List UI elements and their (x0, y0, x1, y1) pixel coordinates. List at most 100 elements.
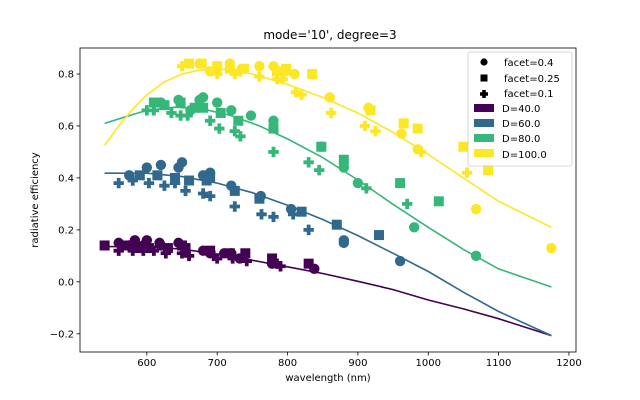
data-point (254, 60, 265, 72)
data-point (396, 128, 407, 139)
data-point (169, 177, 181, 189)
data-point (148, 97, 159, 108)
data-point (281, 63, 292, 74)
data-point (176, 157, 188, 168)
data-point (205, 172, 216, 183)
chart-title: mode='10', degree=3 (263, 28, 396, 42)
data-point (352, 177, 364, 189)
data-point (180, 185, 191, 197)
data-point (433, 196, 444, 207)
data-point (227, 253, 238, 264)
data-point (138, 245, 149, 256)
legend-square-marker (480, 74, 488, 82)
data-point (224, 248, 235, 259)
data-point (229, 185, 240, 196)
legend-circle-marker (480, 58, 488, 66)
data-point (483, 165, 494, 176)
data-point (401, 198, 413, 210)
data-point (365, 105, 376, 116)
legend-swatch (474, 134, 494, 142)
data-point (303, 224, 314, 236)
fit-line (104, 172, 552, 337)
data-point (325, 107, 337, 119)
data-point (208, 250, 219, 262)
legend-label: D=100.0 (502, 150, 547, 161)
data-point (408, 222, 420, 233)
x-tick-label: 800 (278, 358, 297, 369)
data-point (338, 237, 350, 249)
y-tick-label: 0.0 (58, 277, 74, 288)
data-point (338, 154, 349, 165)
data-point (197, 92, 209, 103)
data-point (155, 159, 167, 171)
data-points (99, 58, 557, 275)
data-point (127, 245, 138, 256)
data-point (271, 66, 282, 77)
data-point (458, 141, 469, 152)
data-point (127, 175, 138, 186)
data-point (119, 240, 130, 251)
x-tick-label: 700 (208, 358, 227, 369)
data-point (416, 146, 427, 158)
data-point (143, 243, 154, 254)
data-point (176, 60, 188, 72)
data-point (235, 131, 246, 142)
data-point (296, 89, 307, 100)
legend-label: facet=0.1 (504, 89, 554, 100)
x-tick-label: 1000 (416, 358, 441, 369)
data-point (316, 141, 327, 152)
data-point (148, 105, 160, 116)
data-point (212, 61, 223, 72)
data-point (395, 178, 406, 189)
data-point (359, 120, 371, 132)
data-point (183, 250, 195, 262)
legend-plus-marker (480, 90, 489, 98)
data-point (394, 255, 406, 267)
x-tick-label: 1100 (486, 358, 511, 369)
data-point (133, 243, 144, 254)
data-point (296, 206, 307, 217)
data-point (198, 102, 209, 113)
data-point (546, 242, 557, 254)
data-point (470, 250, 482, 262)
data-point (268, 123, 279, 134)
data-point (331, 219, 342, 230)
data-point (229, 125, 240, 137)
legend-label: D=40.0 (502, 104, 540, 115)
data-point (307, 68, 318, 79)
data-point (398, 118, 409, 129)
legend-label: D=60.0 (502, 119, 540, 130)
data-point (159, 180, 170, 191)
data-point (129, 235, 141, 246)
data-point (268, 115, 279, 126)
plot-frame (79, 47, 577, 353)
data-point (275, 261, 286, 272)
data-point (204, 190, 216, 202)
legend-swatch (474, 149, 494, 157)
y-tick-label: 0.2 (58, 225, 74, 236)
data-point (287, 209, 299, 220)
data-point (113, 177, 124, 189)
data-point (166, 107, 177, 119)
data-point (134, 170, 145, 181)
legend-label: D=80.0 (502, 134, 540, 145)
y-axis-label: radiative efficiency (30, 152, 41, 248)
legend: facet=0.4 facet=0.25 facet=0.1 D=40.0 D=… (467, 51, 573, 167)
fit-line (104, 245, 552, 337)
data-point (152, 170, 163, 181)
legend-label: facet=0.4 (504, 58, 554, 69)
data-point (289, 68, 300, 80)
data-point (99, 240, 110, 251)
data-point (211, 68, 223, 80)
data-point (461, 167, 473, 178)
data-point (226, 105, 237, 116)
legend-swatch (474, 104, 494, 112)
y-tick-label: 0.8 (58, 69, 74, 80)
data-point (238, 63, 249, 74)
data-point (224, 63, 235, 74)
data-point (241, 255, 252, 267)
data-point (184, 58, 195, 69)
data-point (141, 105, 153, 116)
y-tick-label: 0.4 (58, 173, 74, 184)
data-point (240, 248, 251, 259)
